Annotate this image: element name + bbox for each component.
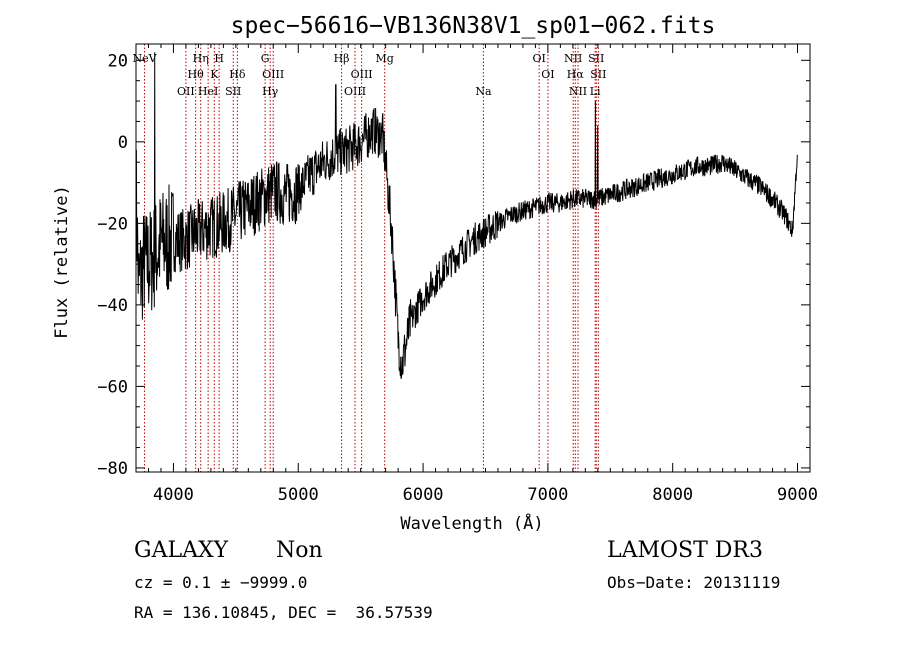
line-marker-label: G	[261, 52, 270, 65]
line-marker-label: SII	[225, 85, 241, 98]
line-markers: NeVOIIHθHηHeIKHHδSIIGOIIIHγHβOIIIOIIIMgN…	[133, 44, 606, 472]
object-class: GALAXY	[134, 538, 229, 563]
object-subclass: Non	[276, 538, 323, 563]
survey-name: LAMOST DR3	[607, 538, 763, 563]
chart-title: spec−56616−VB136N38V1_sp01−062.fits	[231, 13, 716, 39]
observation-date: Obs−Date: 20131119	[607, 573, 781, 592]
redshift-cz: cz = 0.1 ± −9999.0	[134, 573, 308, 592]
y-axis-label: Flux (relative)	[52, 185, 72, 339]
line-marker-label: SII	[588, 52, 604, 65]
line-marker-label: OIII	[262, 68, 284, 81]
line-marker-label: H	[214, 52, 224, 65]
line-marker-label: Hδ	[229, 68, 246, 81]
line-marker-label: Hθ	[188, 68, 205, 81]
y-tick-label: −80	[97, 459, 128, 479]
line-marker-label: OI	[541, 68, 554, 81]
line-marker-label: Hβ	[334, 52, 350, 65]
y-tick-label: 0	[118, 133, 128, 153]
x-tick-label: 4000	[153, 485, 194, 505]
line-marker-label: Hα	[567, 68, 585, 81]
axes: 4000 5000 6000 7000 8000 9000 −80 −60 −40 −20 0 20	[97, 43, 818, 505]
line-marker-label: K	[210, 68, 219, 81]
line-marker-label: Hη	[193, 52, 209, 65]
x-tick-label: 8000	[652, 485, 693, 505]
x-axis-label: Wavelength (Å)	[400, 512, 543, 534]
line-marker-label: HeI	[198, 85, 218, 98]
line-marker-label: NII	[569, 85, 587, 98]
y-tick-label: −20	[97, 214, 128, 234]
line-marker-label: NII	[564, 52, 582, 65]
x-tick-label: 9000	[777, 485, 818, 505]
x-tick-label: 6000	[403, 485, 444, 505]
line-marker-label: Hγ	[262, 85, 279, 98]
line-marker-label: OIII	[351, 68, 373, 81]
line-marker-label: OIII	[344, 85, 366, 98]
y-tick-label: 20	[108, 51, 128, 71]
line-marker-label: OI	[532, 52, 545, 65]
x-tick-label: 7000	[527, 485, 568, 505]
line-marker-label: Mg	[376, 52, 394, 65]
x-tick-label: 5000	[278, 485, 319, 505]
coordinates: RA = 136.10845, DEC = 36.57539	[134, 603, 433, 622]
line-marker-label: OII	[177, 85, 195, 98]
line-marker-label: NeV	[133, 52, 158, 65]
y-tick-label: −60	[97, 377, 128, 397]
line-marker-label: Li	[590, 85, 601, 98]
line-marker-label: Na	[475, 85, 492, 98]
spectrum-line	[135, 52, 798, 379]
line-marker-label: SII	[590, 68, 606, 81]
y-tick-label: −40	[97, 296, 128, 316]
